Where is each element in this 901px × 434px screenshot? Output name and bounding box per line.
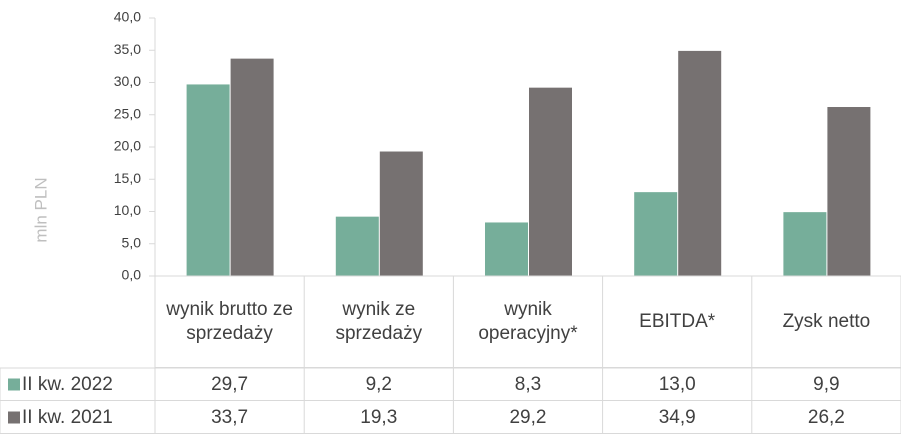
y-tick-label: 40,0: [114, 9, 141, 25]
bar: [230, 58, 274, 277]
category-label: wynik operacyjny*: [478, 299, 578, 344]
table-value: 19,3: [360, 406, 398, 428]
y-tick-label: 25,0: [114, 105, 141, 121]
y-tick-label: 15,0: [114, 170, 141, 186]
bar: [186, 84, 230, 276]
y-tick-label: 35,0: [114, 41, 141, 57]
table-value: 9,9: [813, 373, 840, 395]
category-label: Zysk netto: [782, 311, 871, 332]
legend-label: II kw. 2022: [22, 373, 113, 395]
legend-label: II kw. 2021: [22, 406, 113, 428]
bar: [634, 192, 678, 276]
bar: [827, 107, 871, 276]
table-value: 8,3: [514, 373, 542, 395]
y-axis-label: mln PLN: [31, 177, 50, 242]
y-tick-label: 20,0: [114, 138, 141, 154]
table-value: 9,2: [365, 373, 392, 395]
bar: [678, 50, 722, 276]
category-label: EBITDA*: [639, 311, 716, 332]
bar: [529, 87, 572, 276]
category-label: wynik ze sprzedaży: [335, 299, 423, 344]
legend-swatch: [8, 378, 20, 391]
table-value: 29,2: [509, 406, 547, 428]
y-tick-label: 0,0: [122, 267, 142, 283]
bar: [335, 216, 379, 276]
table-value: 26,2: [807, 406, 845, 428]
legend-swatch: [8, 411, 20, 424]
category-label: wynik brutto ze sprzedaży: [166, 299, 293, 344]
bar: [379, 151, 423, 276]
y-tick-label: 10,0: [114, 202, 141, 218]
table-value: 33,7: [211, 406, 249, 428]
y-tick-label: 5,0: [122, 234, 142, 250]
bar: [485, 222, 528, 276]
table-value: 34,9: [658, 406, 696, 428]
y-tick-label: 30,0: [114, 73, 141, 89]
bar: [783, 212, 827, 276]
table-value: 13,0: [658, 373, 696, 395]
table-value: 29,7: [211, 373, 249, 395]
